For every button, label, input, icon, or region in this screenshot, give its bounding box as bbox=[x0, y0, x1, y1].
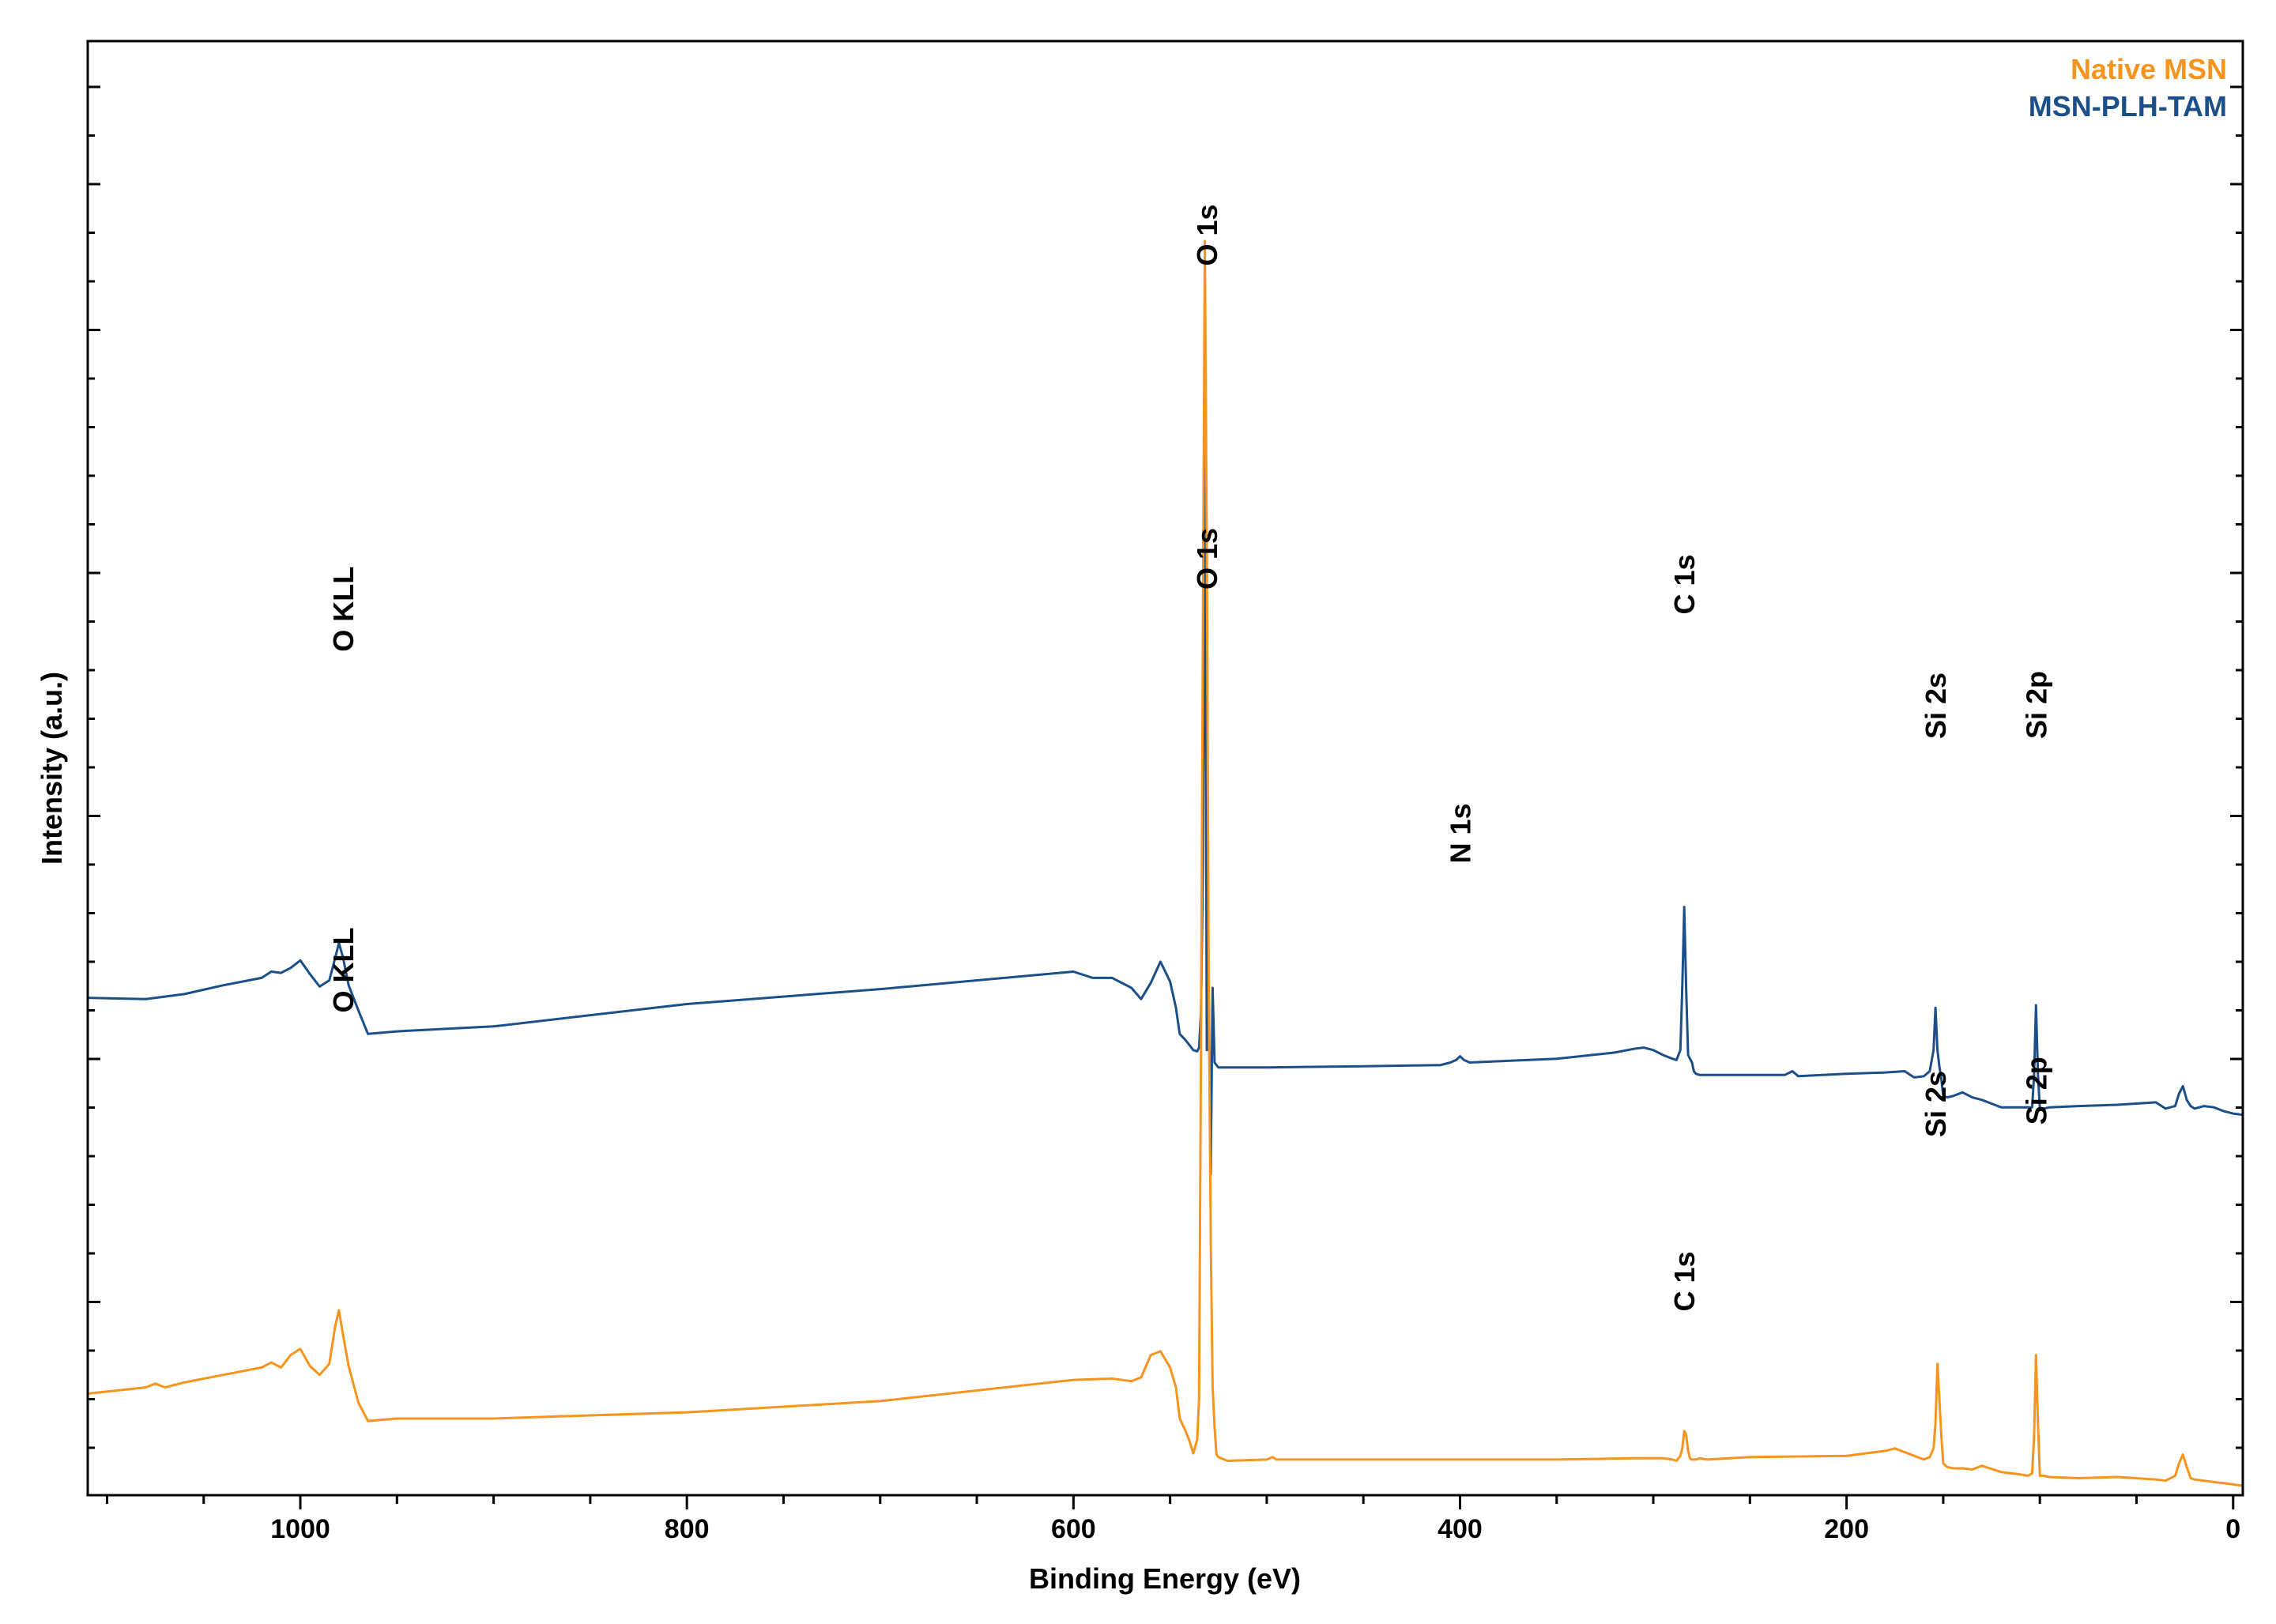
x-tick-label: 0 bbox=[2225, 1514, 2240, 1544]
peak-label-n-1s-msn-plh-tam: N 1s bbox=[1445, 803, 1477, 863]
peak-label-si-2p-msn-plh-tam: Si 2p bbox=[2020, 671, 2052, 739]
series-layer bbox=[87, 239, 2244, 1487]
peak-label-o-1s-native-msn: O 1s bbox=[1191, 528, 1223, 590]
x-axis-title: Binding Energy (eV) bbox=[1029, 1562, 1301, 1595]
legend: Native MSN MSN-PLH-TAM bbox=[2029, 53, 2227, 122]
peak-label-c-1s-msn-plh-tam: C 1s bbox=[1668, 554, 1701, 614]
peak-label-o-kll-msn-plh-tam: O KLL bbox=[327, 567, 360, 652]
peak-label-o-kll-native-msn: O KLL bbox=[327, 928, 360, 1013]
peak-label-c-1s-native-msn: C 1s bbox=[1668, 1251, 1701, 1311]
x-tick-label: 800 bbox=[665, 1514, 710, 1544]
x-tick-label: 400 bbox=[1438, 1514, 1483, 1544]
x-axis-ticks: 1000 800 600 400 200 0 bbox=[105, 1495, 2240, 1544]
peak-label-si-2p-native-msn: Si 2p bbox=[2020, 1057, 2052, 1125]
x-tick-label: 1000 bbox=[270, 1514, 330, 1544]
legend-entry-native-msn: Native MSN bbox=[2071, 53, 2227, 85]
y-axis-title: Intensity (a.u.) bbox=[36, 672, 68, 865]
legend-entry-msn-plh-tam: MSN-PLH-TAM bbox=[2029, 90, 2227, 122]
y-axis-ticks bbox=[88, 85, 2243, 1449]
peak-label-o-1s-msn-plh-tam: O 1s bbox=[1191, 204, 1223, 266]
x-tick-label: 200 bbox=[1824, 1514, 1869, 1544]
series-line-msn-plh-tam bbox=[87, 426, 2244, 1176]
series-line-native-msn bbox=[87, 239, 2244, 1487]
x-tick-label: 600 bbox=[1051, 1514, 1096, 1544]
peak-annotations: O 1s O KLL N 1s C 1s Si 2s Si 2p O 1s O KLL C 1s… bbox=[327, 204, 2053, 1311]
peak-label-si-2s-native-msn: Si 2s bbox=[1920, 1071, 1952, 1137]
peak-label-si-2s-msn-plh-tam: Si 2s bbox=[1920, 673, 1952, 739]
